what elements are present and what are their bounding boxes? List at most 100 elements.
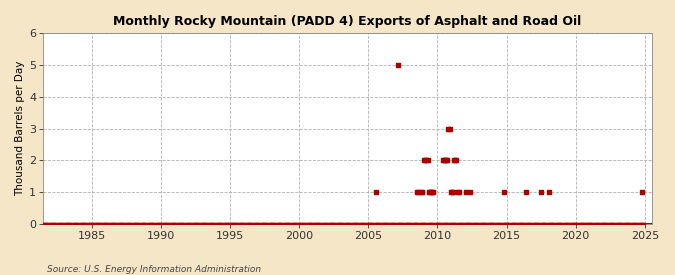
Point [146, 222, 157, 226]
Point [637, 190, 647, 194]
Point [151, 222, 162, 226]
Point [532, 222, 543, 226]
Point [614, 222, 624, 226]
Point [543, 190, 554, 194]
Point [518, 222, 529, 226]
Point [273, 222, 284, 226]
Point [449, 222, 460, 226]
Point [441, 222, 452, 226]
Point [182, 222, 193, 226]
Point [40, 222, 51, 226]
Point [200, 222, 211, 226]
Point [265, 222, 276, 226]
Point [410, 222, 421, 226]
Point [134, 222, 145, 226]
Point [252, 222, 263, 226]
Point [44, 222, 55, 226]
Point [290, 222, 300, 226]
Point [330, 222, 341, 226]
Point [236, 222, 246, 226]
Point [540, 222, 551, 226]
Point [425, 222, 435, 226]
Point [300, 222, 311, 226]
Point [462, 222, 472, 226]
Point [221, 222, 232, 226]
Point [45, 222, 56, 226]
Point [574, 222, 585, 226]
Point [102, 222, 113, 226]
Point [286, 222, 297, 226]
Point [138, 222, 149, 226]
Point [210, 222, 221, 226]
Point [68, 222, 79, 226]
Point [306, 222, 317, 226]
Point [535, 222, 546, 226]
Point [90, 222, 101, 226]
Point [223, 222, 234, 226]
Point [623, 222, 634, 226]
Point [43, 222, 54, 226]
Point [550, 222, 561, 226]
Point [348, 222, 359, 226]
Point [225, 222, 236, 226]
Point [479, 222, 489, 226]
Point [541, 222, 551, 226]
Point [638, 222, 649, 226]
Point [460, 190, 471, 194]
Point [474, 222, 485, 226]
Point [254, 222, 265, 226]
Point [246, 222, 256, 226]
Point [381, 222, 392, 226]
Point [364, 222, 375, 226]
Point [371, 222, 382, 226]
Point [452, 222, 463, 226]
Point [242, 222, 253, 226]
Point [270, 222, 281, 226]
Point [155, 222, 165, 226]
Point [588, 222, 599, 226]
Point [374, 222, 385, 226]
Point [592, 222, 603, 226]
Point [571, 222, 582, 226]
Point [165, 222, 176, 226]
Point [302, 222, 313, 226]
Point [446, 190, 456, 194]
Point [68, 222, 78, 226]
Point [277, 222, 288, 226]
Point [552, 222, 563, 226]
Point [217, 222, 228, 226]
Point [371, 190, 381, 194]
Point [509, 222, 520, 226]
Point [593, 222, 603, 226]
Point [438, 222, 449, 226]
Point [73, 222, 84, 226]
Point [249, 222, 260, 226]
Point [368, 222, 379, 226]
Point [144, 222, 155, 226]
Point [620, 222, 630, 226]
Point [359, 222, 370, 226]
Point [487, 222, 497, 226]
Point [32, 222, 43, 226]
Point [195, 222, 206, 226]
Point [584, 222, 595, 226]
Point [576, 222, 587, 226]
Point [250, 222, 261, 226]
Point [459, 222, 470, 226]
Point [244, 222, 254, 226]
Point [352, 222, 362, 226]
Point [496, 222, 507, 226]
Point [595, 222, 606, 226]
Point [119, 222, 130, 226]
Point [545, 222, 556, 226]
Point [87, 222, 98, 226]
Point [428, 190, 439, 194]
Point [111, 222, 122, 226]
Point [423, 222, 433, 226]
Point [599, 222, 610, 226]
Point [180, 222, 191, 226]
Point [521, 222, 532, 226]
Point [59, 222, 70, 226]
Point [415, 222, 426, 226]
Point [360, 222, 371, 226]
